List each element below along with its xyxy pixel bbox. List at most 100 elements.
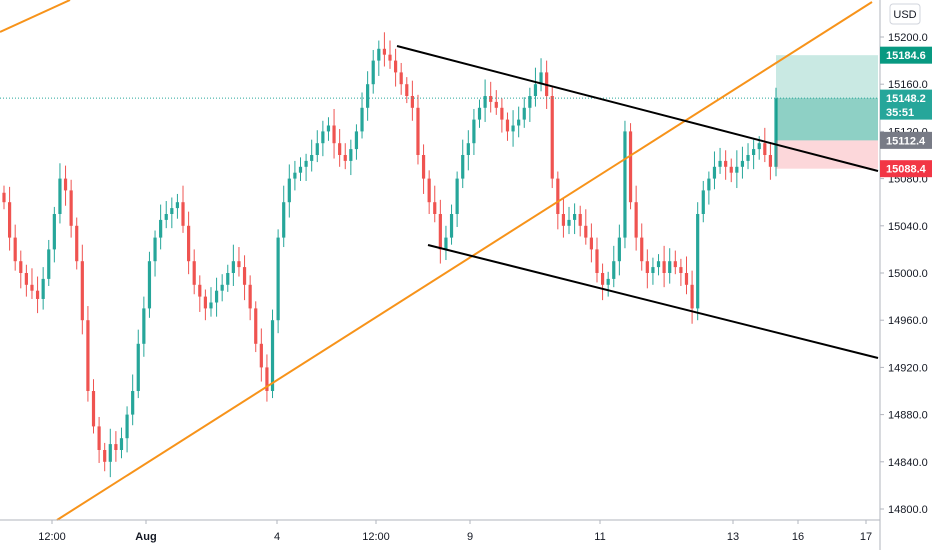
candle-body bbox=[416, 107, 420, 155]
candle-body bbox=[466, 143, 470, 155]
candle bbox=[259, 328, 263, 382]
candle-body bbox=[47, 249, 51, 279]
candle bbox=[287, 164, 291, 218]
candle-body bbox=[270, 320, 275, 391]
candle bbox=[752, 139, 756, 170]
candle-body bbox=[500, 107, 504, 120]
current-price-badge-bg bbox=[880, 89, 932, 120]
candle bbox=[461, 139, 465, 189]
candle bbox=[198, 275, 202, 312]
candle-body bbox=[640, 237, 644, 262]
candle bbox=[528, 87, 532, 122]
candle-body bbox=[410, 96, 414, 108]
candle bbox=[449, 204, 454, 245]
candle bbox=[556, 171, 560, 230]
candle-body bbox=[86, 320, 90, 391]
candle-body bbox=[589, 237, 593, 250]
price-tick-label: 14880.0 bbox=[888, 410, 928, 422]
candle-body bbox=[393, 60, 398, 73]
candle-body bbox=[259, 343, 263, 368]
candle-body bbox=[13, 237, 17, 262]
stop-price-badge: 15088.4 bbox=[880, 160, 932, 178]
candle bbox=[209, 287, 213, 317]
candle-body bbox=[242, 267, 247, 285]
candle bbox=[377, 40, 381, 76]
candle bbox=[505, 112, 510, 141]
candle-body bbox=[712, 166, 717, 179]
candle bbox=[578, 205, 582, 237]
candle-body bbox=[226, 273, 230, 285]
candle bbox=[326, 117, 331, 141]
candle bbox=[276, 229, 280, 334]
candle-body bbox=[248, 284, 252, 309]
candle-body bbox=[58, 178, 62, 214]
candle-body bbox=[142, 308, 146, 344]
candle bbox=[97, 416, 101, 463]
time-axis[interactable]: 12:00 Aug 4 12:00 9 11 13 16 17 bbox=[0, 519, 880, 543]
stop-price-badge-text: 15088.4 bbox=[886, 164, 927, 176]
candle bbox=[584, 209, 588, 245]
candle bbox=[393, 48, 398, 87]
candle-body bbox=[483, 96, 487, 108]
candle bbox=[159, 204, 163, 250]
candle-body bbox=[427, 178, 431, 203]
trendline-top-left bbox=[0, 0, 71, 33]
candle bbox=[617, 224, 621, 276]
candle-body bbox=[131, 391, 135, 415]
candle-body bbox=[170, 208, 174, 214]
currency-button[interactable] bbox=[889, 3, 921, 25]
candle bbox=[282, 185, 286, 248]
candle bbox=[52, 206, 56, 263]
candle bbox=[388, 40, 392, 69]
candle bbox=[684, 256, 689, 295]
candle-body bbox=[220, 284, 224, 291]
candle bbox=[768, 142, 773, 180]
candle bbox=[382, 32, 387, 67]
time-tick-label: 12:00 bbox=[362, 531, 390, 543]
candle-body bbox=[164, 214, 168, 220]
candle-body bbox=[265, 367, 269, 391]
candle-body bbox=[763, 143, 767, 155]
candle-body bbox=[634, 202, 638, 238]
candle bbox=[438, 199, 442, 264]
candle bbox=[466, 130, 470, 171]
candle bbox=[539, 58, 543, 92]
candle bbox=[399, 62, 403, 95]
candle bbox=[656, 254, 661, 276]
candle-body bbox=[147, 261, 152, 309]
candle-body bbox=[80, 261, 84, 321]
profit-fill bbox=[776, 98, 878, 141]
candle-body bbox=[645, 261, 649, 273]
candle-body bbox=[382, 48, 387, 55]
candle-body bbox=[276, 237, 280, 321]
candle-body bbox=[578, 214, 582, 226]
candle-body bbox=[673, 261, 677, 268]
candle-body bbox=[684, 273, 689, 285]
price-tick-label: 14800.0 bbox=[888, 504, 928, 516]
candle-body bbox=[472, 119, 476, 144]
candle-body bbox=[600, 273, 605, 285]
candle bbox=[729, 158, 733, 183]
candle bbox=[181, 185, 185, 233]
candle bbox=[298, 157, 303, 181]
candle bbox=[410, 80, 414, 121]
candle-body bbox=[517, 119, 521, 126]
candle-body bbox=[433, 202, 437, 214]
candle bbox=[114, 431, 118, 462]
candle-body bbox=[735, 166, 739, 173]
candle bbox=[35, 276, 40, 314]
candle-body bbox=[494, 101, 498, 108]
candle bbox=[662, 245, 666, 288]
candle-body bbox=[584, 225, 588, 238]
candle-body bbox=[477, 107, 482, 120]
candle-body bbox=[187, 225, 191, 262]
candle-body bbox=[198, 284, 202, 297]
plot-area[interactable] bbox=[2, 32, 778, 478]
candle bbox=[13, 224, 17, 271]
candle bbox=[91, 379, 96, 434]
candle-body bbox=[388, 54, 392, 61]
candle-body bbox=[282, 202, 286, 238]
candle bbox=[561, 198, 566, 238]
candle-body bbox=[125, 414, 129, 439]
price-axis[interactable]: USD15200.015160.015120.015080.015040.015… bbox=[879, 0, 932, 550]
